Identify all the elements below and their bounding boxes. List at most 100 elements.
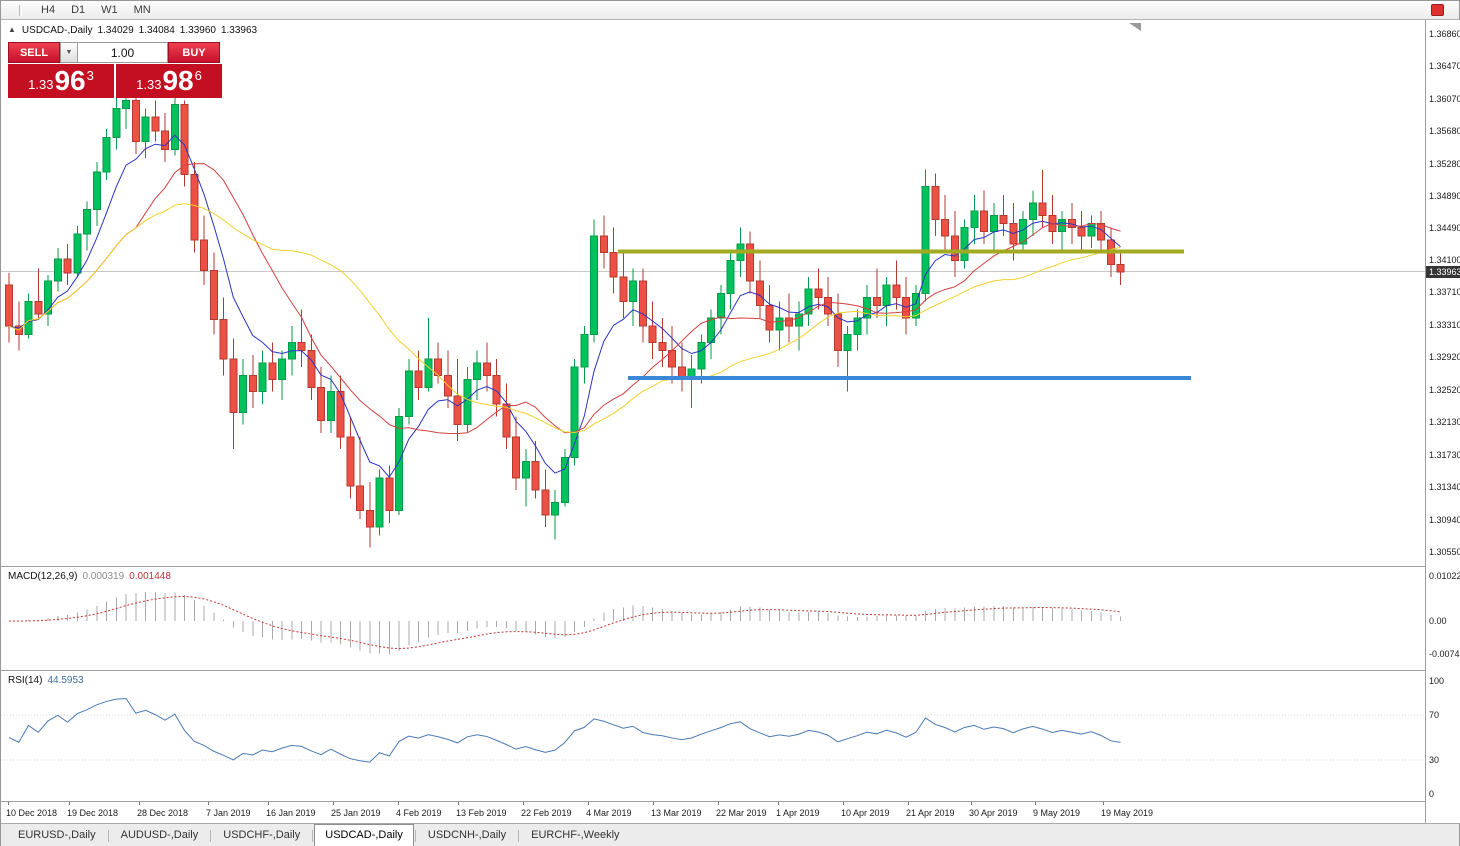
close-value: 1.33963 [220, 25, 258, 36]
candlestick-chart[interactable] [1, 20, 1425, 566]
time-axis-label: 9 May 2019 [1033, 808, 1081, 818]
rsi-axis-label: 30 [1429, 754, 1440, 765]
time-axis-tick [1103, 802, 1104, 805]
time-axis-tick [843, 802, 844, 805]
volume-dropdown-button[interactable]: ▼ [60, 42, 78, 63]
price-axis-label: 1.35680 [1429, 125, 1460, 136]
time-axis-label: 10 Dec 2018 [6, 808, 58, 818]
price-axis-label: 1.36470 [1429, 60, 1460, 71]
price-axis[interactable]: 1.33963 1.36860 1.36470 1.36070 1.35680 1.35… [1425, 20, 1460, 823]
timeframe-d1-button[interactable]: D1 [71, 3, 86, 16]
chart-tab-audusd[interactable]: AUDUSD-,Daily [120, 829, 199, 841]
toolbar-grip[interactable] [19, 4, 22, 16]
price-axis-label: 1.36860 [1429, 29, 1460, 39]
time-axis-label: 13 Mar 2019 [651, 808, 702, 818]
time-axis-tick [1035, 802, 1036, 805]
chart-tab-usdchf[interactable]: USDCHF-,Daily [223, 829, 301, 841]
price-axis-label: 1.33310 [1429, 320, 1460, 331]
time-axis-tick [139, 802, 140, 805]
macd-pane[interactable] [1, 567, 1425, 671]
time-axis-label: 4 Feb 2019 [396, 808, 442, 818]
volume-input[interactable] [78, 42, 168, 63]
price-axis-label: 1.35280 [1429, 158, 1460, 169]
time-axis[interactable]: 10 Dec 2018 19 Dec 2018 28 Dec 2018 7 Jan 2… [1, 802, 1425, 823]
symbol-period-label: USDCAD-,Daily [21, 25, 93, 36]
macd-signal-value: 0.001448 [129, 571, 171, 582]
price-axis-label: 1.32920 [1429, 352, 1460, 363]
rsi-pane[interactable] [1, 671, 1425, 801]
bid-point: 3 [86, 68, 94, 83]
timeframe-toolbar: H4 D1 W1 MN [1, 1, 1459, 20]
macd-axis-label: 0.01022 [1429, 571, 1460, 582]
chart-tab-usdcnh[interactable]: USDCNH-,Daily [427, 829, 507, 841]
rsi-value: 44.5953 [47, 675, 84, 686]
tab-separator [414, 830, 416, 842]
time-axis-label: 1 Apr 2019 [776, 808, 820, 818]
time-axis-tick [398, 802, 399, 805]
time-axis-label: 19 May 2019 [1101, 808, 1154, 818]
time-axis-tick [588, 802, 589, 805]
price-axis-label: 1.36070 [1429, 93, 1460, 104]
ask-price-display[interactable]: 1.33 98 6 [116, 64, 222, 98]
time-axis-label: 13 Feb 2019 [456, 808, 507, 818]
bid-price-display[interactable]: 1.33 96 3 [8, 64, 114, 98]
time-axis-label: 28 Dec 2018 [137, 808, 189, 818]
timeframe-h4-button[interactable]: H4 [41, 3, 56, 16]
time-axis-label: 21 Apr 2019 [906, 808, 955, 818]
chart-tab-bar: EURUSD-,Daily AUDUSD-,Daily USDCHF-,Daily U… [1, 823, 1459, 846]
rsi-header: RSI(14) 44.5953 [8, 675, 84, 686]
one-click-toggle-icon[interactable]: ▲ [8, 25, 16, 34]
time-axis-tick [653, 802, 654, 805]
price-axis-label: 1.31340 [1429, 481, 1460, 492]
macd-main-value: 0.000319 [82, 571, 125, 582]
price-axis-label: 1.34490 [1429, 223, 1460, 234]
pane-divider[interactable] [1, 801, 1460, 802]
one-click-trade-panel: SELL ▼ BUY 1.33 96 3 1.33 98 6 [8, 42, 222, 98]
pane-divider[interactable] [1, 566, 1460, 567]
rsi-axis-label: 100 [1429, 676, 1445, 686]
time-axis-label: 25 Jan 2019 [331, 808, 381, 818]
price-axis-label: 1.30550 [1429, 546, 1460, 557]
bid-pips: 96 [54, 65, 86, 96]
current-price-badge: 1.33963 [1426, 265, 1460, 278]
price-axis-label: 1.34890 [1429, 190, 1460, 201]
timeframe-mn-button[interactable]: MN [133, 3, 151, 16]
pane-divider[interactable] [1, 670, 1460, 671]
chart-region: ▲ USDCAD-,Daily 1.34029 1.34084 1.33960 … [1, 20, 1460, 823]
ask-big-figure: 1.33 [136, 77, 162, 92]
price-axis-label: 1.33710 [1429, 287, 1460, 298]
rsi-axis-label: 0 [1429, 788, 1435, 799]
time-axis-label: 30 Apr 2019 [969, 808, 1018, 818]
sell-button[interactable]: SELL [8, 42, 60, 63]
chart-tab-eurusd[interactable]: EURUSD-,Daily [18, 829, 96, 841]
rsi-label: RSI(14) [8, 675, 43, 686]
time-axis-label: 4 Mar 2019 [586, 808, 632, 818]
time-axis-label: 22 Feb 2019 [521, 808, 572, 818]
ask-point: 6 [194, 68, 202, 83]
ask-pips: 98 [162, 65, 194, 96]
macd-header: MACD(12,26,9) 0.000319 0.001448 [8, 571, 171, 582]
price-axis-label: 1.32130 [1429, 417, 1460, 428]
time-axis-label: 7 Jan 2019 [206, 808, 251, 818]
tab-separator [312, 830, 314, 842]
time-axis-tick [778, 802, 779, 805]
time-axis-tick [8, 802, 9, 805]
chart-tab-usdcad[interactable]: USDCAD-,Daily [314, 824, 414, 846]
chart-tab-eurchf[interactable]: EURCHF-,Weekly [531, 829, 620, 841]
time-axis-tick [718, 802, 719, 805]
time-axis-tick [208, 802, 209, 805]
tab-separator [107, 830, 109, 842]
time-axis-label: 22 Mar 2019 [716, 808, 767, 818]
high-value: 1.34084 [138, 25, 175, 36]
time-axis-tick [268, 802, 269, 805]
price-axis-label: 1.32520 [1429, 385, 1460, 396]
buy-button[interactable]: BUY [168, 42, 220, 63]
toolbar-red-icon[interactable] [1431, 4, 1444, 16]
chart-title: ▲ USDCAD-,Daily 1.34029 1.34084 1.33960 … [8, 25, 257, 36]
timeframe-w1-button[interactable]: W1 [101, 3, 118, 16]
time-axis-tick [523, 802, 524, 805]
time-axis-tick [69, 802, 70, 805]
price-axis-label: 1.34100 [1429, 255, 1460, 266]
macd-axis-label: -0.00747 [1429, 648, 1460, 659]
